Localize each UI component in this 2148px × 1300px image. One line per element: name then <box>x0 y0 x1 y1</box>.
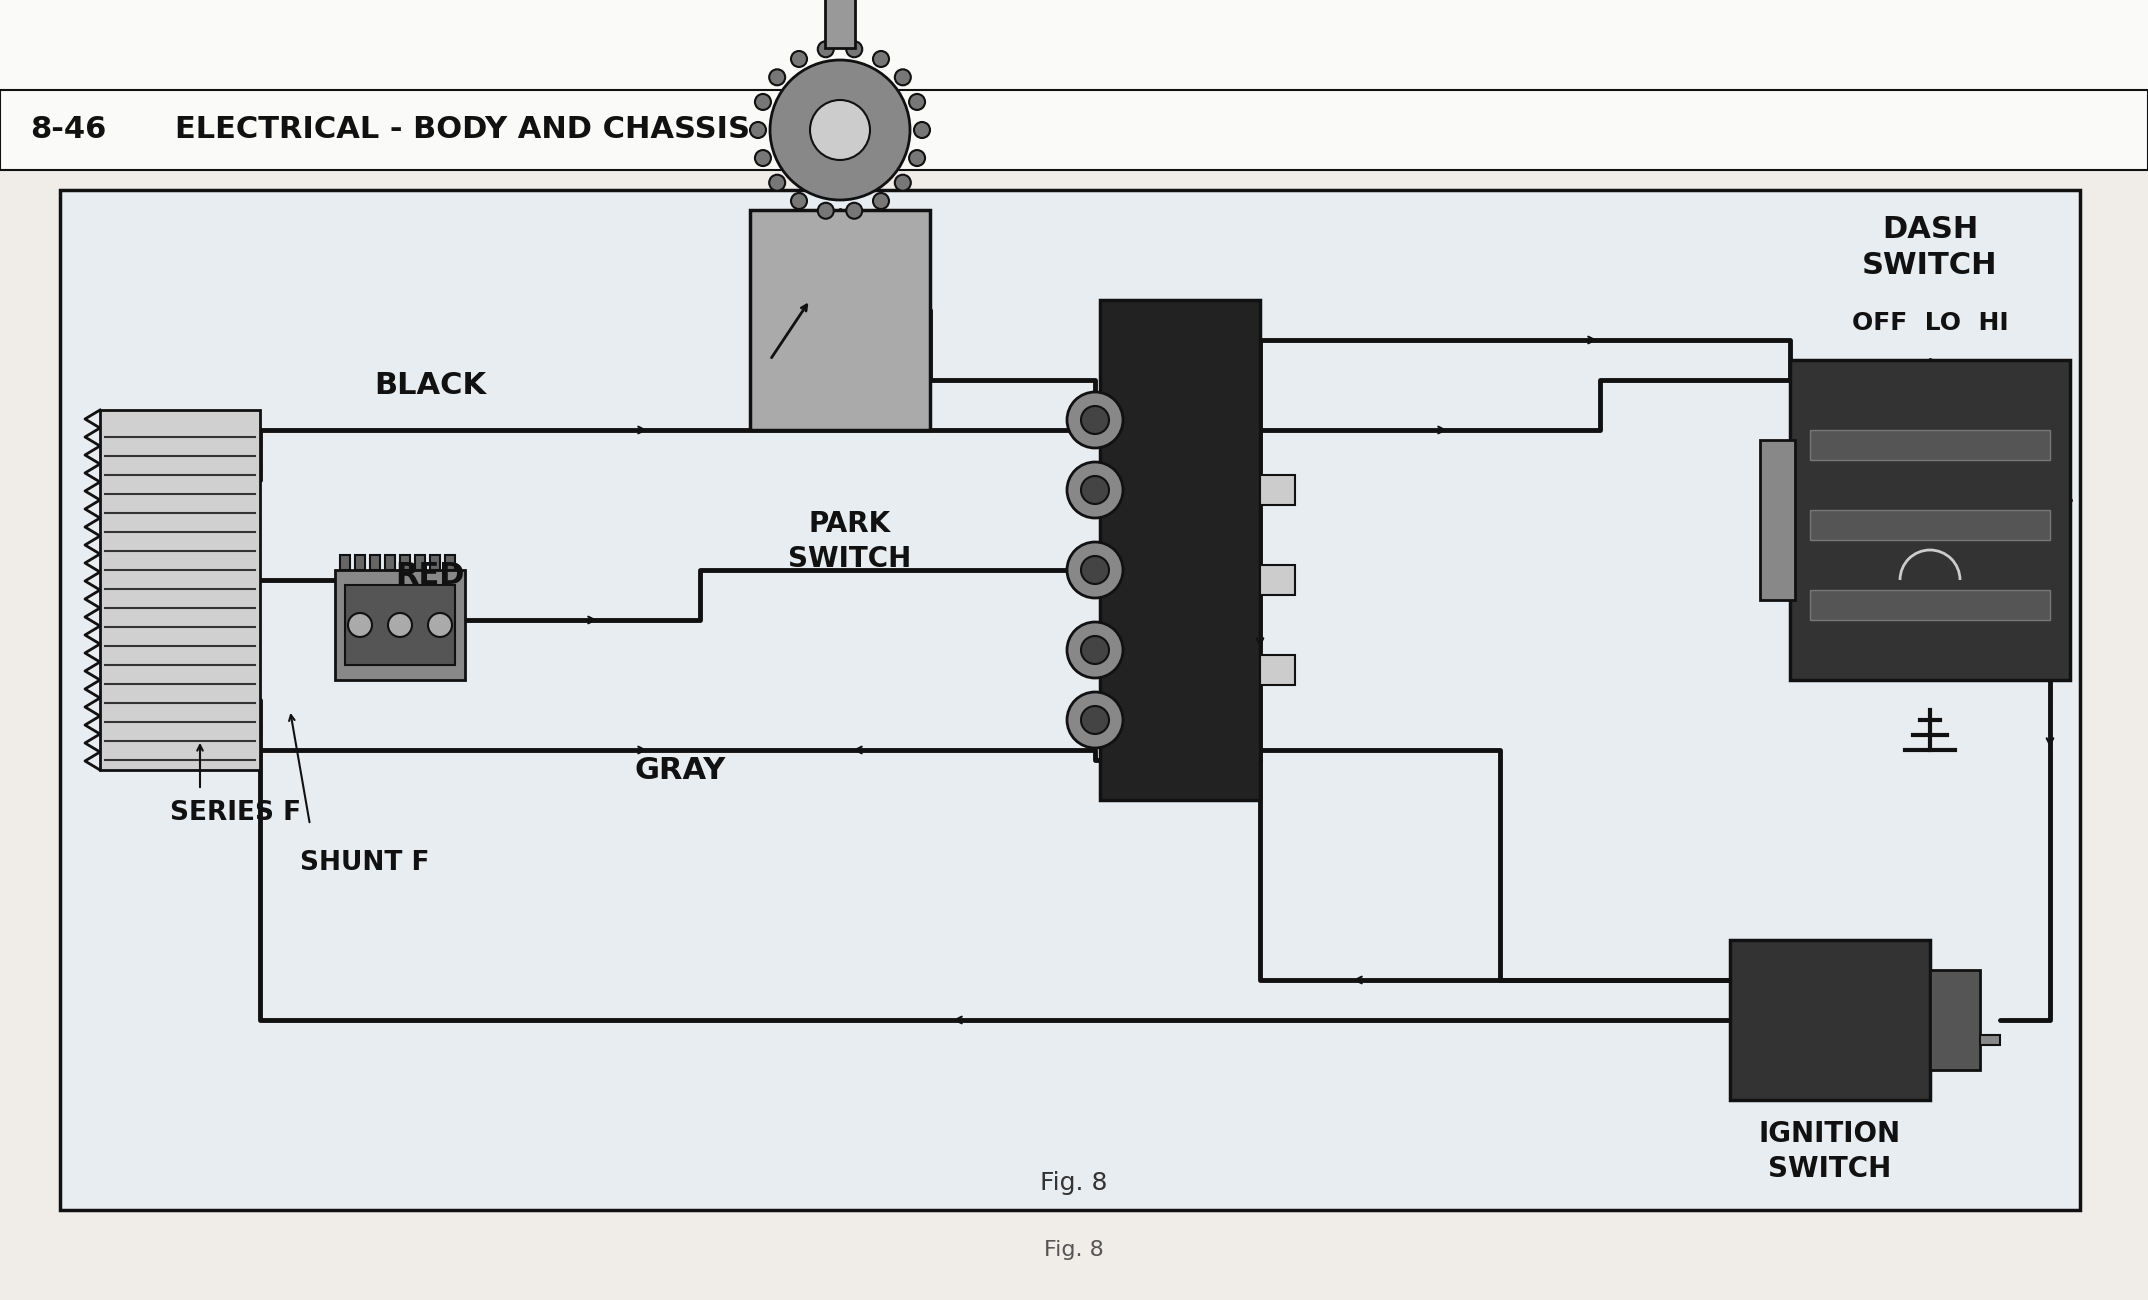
Circle shape <box>896 69 911 86</box>
Bar <box>0 1212 2148 1300</box>
Bar <box>335 569 464 680</box>
Circle shape <box>769 69 786 86</box>
Circle shape <box>810 100 870 160</box>
Bar <box>346 585 455 666</box>
Circle shape <box>769 60 911 200</box>
Circle shape <box>754 94 771 111</box>
Bar <box>400 555 410 569</box>
Text: PARK
SWITCH: PARK SWITCH <box>788 510 911 572</box>
Text: Fig. 8: Fig. 8 <box>1040 1171 1108 1195</box>
Text: RED: RED <box>395 562 464 590</box>
Text: 8-46: 8-46 <box>30 116 107 144</box>
Circle shape <box>896 174 911 191</box>
Text: ELECTRICAL - BODY AND CHASSIS: ELECTRICAL - BODY AND CHASSIS <box>174 116 750 144</box>
Circle shape <box>389 614 412 637</box>
Circle shape <box>915 122 930 138</box>
Text: DASH
SWITCH: DASH SWITCH <box>1862 214 1998 280</box>
Circle shape <box>909 150 926 166</box>
Circle shape <box>750 122 767 138</box>
Circle shape <box>846 42 861 57</box>
Circle shape <box>1068 692 1123 747</box>
Circle shape <box>790 51 808 68</box>
Circle shape <box>818 42 833 57</box>
Circle shape <box>872 192 889 209</box>
Text: IGNITION
SWITCH: IGNITION SWITCH <box>1759 1121 1901 1183</box>
Bar <box>1759 439 1796 601</box>
Circle shape <box>846 203 861 218</box>
Bar <box>430 555 440 569</box>
Circle shape <box>872 51 889 68</box>
Text: GRAY: GRAY <box>634 757 726 785</box>
Circle shape <box>348 614 372 637</box>
Text: SHUNT F: SHUNT F <box>301 850 430 876</box>
Bar <box>1811 430 2049 460</box>
Circle shape <box>790 192 808 209</box>
Circle shape <box>1068 462 1123 517</box>
Bar <box>1261 655 1295 685</box>
Circle shape <box>1068 542 1123 598</box>
Bar <box>1789 360 2071 680</box>
Text: OFF  LO  HI: OFF LO HI <box>1852 311 2008 335</box>
Bar <box>369 555 380 569</box>
Bar <box>1729 940 1931 1100</box>
Bar <box>101 410 260 770</box>
Bar <box>1100 300 1261 800</box>
Circle shape <box>1080 556 1108 584</box>
Circle shape <box>427 614 451 637</box>
Bar <box>354 555 365 569</box>
Bar <box>1261 474 1295 504</box>
Text: Fig. 8: Fig. 8 <box>1044 1240 1104 1260</box>
Bar <box>1980 1035 2000 1045</box>
Bar <box>1811 510 2049 540</box>
Circle shape <box>1068 621 1123 679</box>
Bar <box>1261 566 1295 595</box>
Bar <box>415 555 425 569</box>
Bar <box>825 0 855 48</box>
Bar <box>60 190 2079 1210</box>
Bar <box>750 211 930 430</box>
Circle shape <box>1080 406 1108 434</box>
Bar <box>339 555 350 569</box>
Bar <box>1931 970 1980 1070</box>
Bar <box>0 90 2148 170</box>
Text: BLACK: BLACK <box>374 370 485 400</box>
Circle shape <box>818 203 833 218</box>
Bar <box>1811 590 2049 620</box>
Circle shape <box>769 174 786 191</box>
Text: SERIES F: SERIES F <box>170 800 301 826</box>
Circle shape <box>1080 636 1108 664</box>
Circle shape <box>1080 706 1108 734</box>
Bar <box>445 555 455 569</box>
Bar <box>384 555 395 569</box>
Bar <box>0 0 2148 90</box>
Circle shape <box>1080 476 1108 504</box>
Circle shape <box>1068 393 1123 448</box>
Circle shape <box>909 94 926 111</box>
Circle shape <box>754 150 771 166</box>
